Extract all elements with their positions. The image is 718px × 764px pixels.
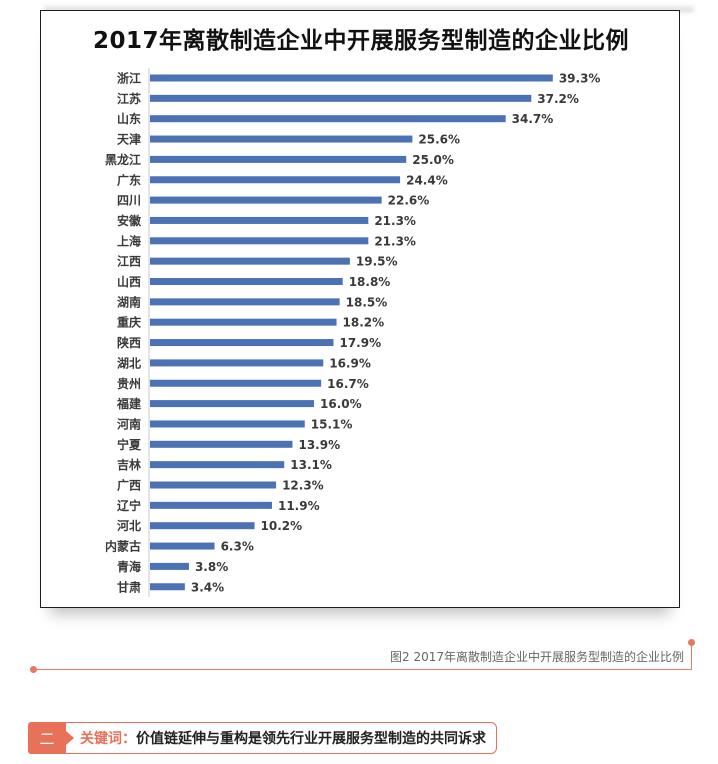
bar: [150, 501, 272, 509]
category-label: 贵州: [117, 376, 141, 391]
bar: [150, 298, 340, 306]
data-label: 19.5%: [356, 255, 398, 269]
figure-caption: 图2 2017年离散制造企业中开展服务型制造的企业比例: [30, 639, 695, 673]
data-label: 37.2%: [537, 92, 579, 106]
category-label: 山东: [117, 111, 141, 126]
caption-divider-vertical: [691, 644, 692, 670]
arrow-right-icon: [66, 731, 74, 745]
category-label: 江西: [117, 254, 141, 269]
bar: [150, 155, 407, 163]
bar: [150, 583, 185, 591]
category-label: 辽宁: [117, 498, 141, 513]
bar: [150, 440, 293, 448]
category-label: 陕西: [117, 335, 141, 350]
category-label: 甘肃: [117, 579, 141, 594]
data-label: 3.4%: [191, 580, 224, 594]
bar: [150, 400, 314, 408]
bar: [150, 135, 413, 143]
category-label: 湖北: [117, 355, 141, 370]
category-label: 河南: [116, 416, 141, 431]
category-label: 四川: [117, 194, 141, 208]
caption-text: 图2 2017年离散制造企业中开展服务型制造的企业比例: [390, 650, 684, 664]
caption-dot-right: [688, 639, 695, 646]
category-label: 湖南: [117, 294, 141, 309]
bar: [150, 94, 532, 102]
bar: [150, 420, 305, 428]
data-label: 12.3%: [282, 479, 324, 493]
data-label: 16.9%: [329, 356, 371, 370]
data-label: 39.3%: [559, 72, 601, 86]
category-label: 上海: [117, 233, 141, 248]
data-label: 24.4%: [406, 173, 448, 187]
category-label: 宁夏: [117, 437, 142, 452]
bar: [150, 542, 215, 550]
data-label: 18.8%: [349, 275, 391, 289]
bar: [150, 318, 337, 326]
section-number: 二: [28, 722, 66, 754]
bar: [150, 115, 506, 123]
data-label: 17.9%: [339, 336, 381, 350]
bar: [150, 359, 324, 367]
caption-dot-left: [30, 666, 37, 673]
data-label: 21.3%: [374, 234, 416, 248]
bar: [150, 339, 334, 347]
bar-chart-plot: 浙江 39.3% 江苏 37.2% 山东 34.7% 天津 25.6% 黑龙江 25.0% 广东 24…: [105, 67, 601, 597]
caption-divider: [34, 669, 692, 670]
bar: [150, 216, 369, 224]
category-label: 安徽: [117, 213, 142, 228]
data-label: 18.5%: [346, 295, 388, 309]
data-label: 16.0%: [320, 397, 362, 411]
bar: [150, 237, 369, 245]
data-label: 34.7%: [512, 112, 554, 126]
category-label: 福建: [116, 396, 142, 411]
data-label: 18.2%: [343, 316, 385, 330]
bar: [150, 461, 285, 469]
category-label: 浙江: [117, 71, 141, 86]
category-label: 青海: [117, 559, 141, 574]
category-label: 吉林: [117, 457, 141, 472]
card-top-shadow: [44, 4, 694, 12]
chart-title: 2017年离散制造企业中开展服务型制造的企业比例: [92, 28, 629, 54]
section-title-text: 价值链延伸与重构是领先行业开展服务型制造的共同诉求: [136, 731, 486, 747]
category-label: 黑龙江: [105, 152, 141, 167]
bar: [150, 562, 189, 570]
data-label: 25.6%: [418, 133, 460, 147]
data-label: 25.0%: [412, 153, 454, 167]
category-label: 广东: [117, 172, 141, 187]
bar: [150, 176, 401, 184]
category-label: 河北: [116, 518, 141, 533]
bar: [150, 278, 343, 285]
bar: [150, 74, 553, 82]
data-label: 15.1%: [311, 417, 353, 431]
category-label: 江苏: [117, 91, 141, 106]
category-label: 山西: [117, 274, 141, 289]
bar: [150, 379, 322, 387]
data-label: 13.1%: [290, 458, 332, 472]
data-label: 21.3%: [374, 214, 416, 228]
category-label: 广西: [117, 478, 141, 493]
category-label: 重庆: [117, 315, 141, 330]
chart-card: 2017年离散制造企业中开展服务型制造的企业比例 浙江 39.3% 江苏 37.2% 山…: [40, 10, 680, 608]
section-header: 二 关键词： 价值链延伸与重构是领先行业开展服务型制造的共同诉求: [28, 722, 497, 754]
section-key-label: 关键词：: [80, 731, 136, 747]
section-title-box: 关键词： 价值链延伸与重构是领先行业开展服务型制造的共同诉求: [66, 722, 497, 754]
bar: [150, 196, 382, 204]
category-label: 天津: [117, 132, 141, 147]
data-label: 10.2%: [261, 519, 303, 533]
data-label: 6.3%: [221, 540, 254, 554]
bar: [150, 257, 350, 265]
data-label: 11.9%: [278, 499, 320, 513]
data-label: 3.8%: [195, 560, 228, 574]
category-label: 内蒙古: [105, 539, 141, 554]
data-label: 13.9%: [298, 438, 340, 452]
bar: [150, 522, 255, 530]
data-label: 16.7%: [327, 377, 369, 391]
data-label: 22.6%: [388, 194, 430, 208]
bar: [150, 481, 277, 489]
